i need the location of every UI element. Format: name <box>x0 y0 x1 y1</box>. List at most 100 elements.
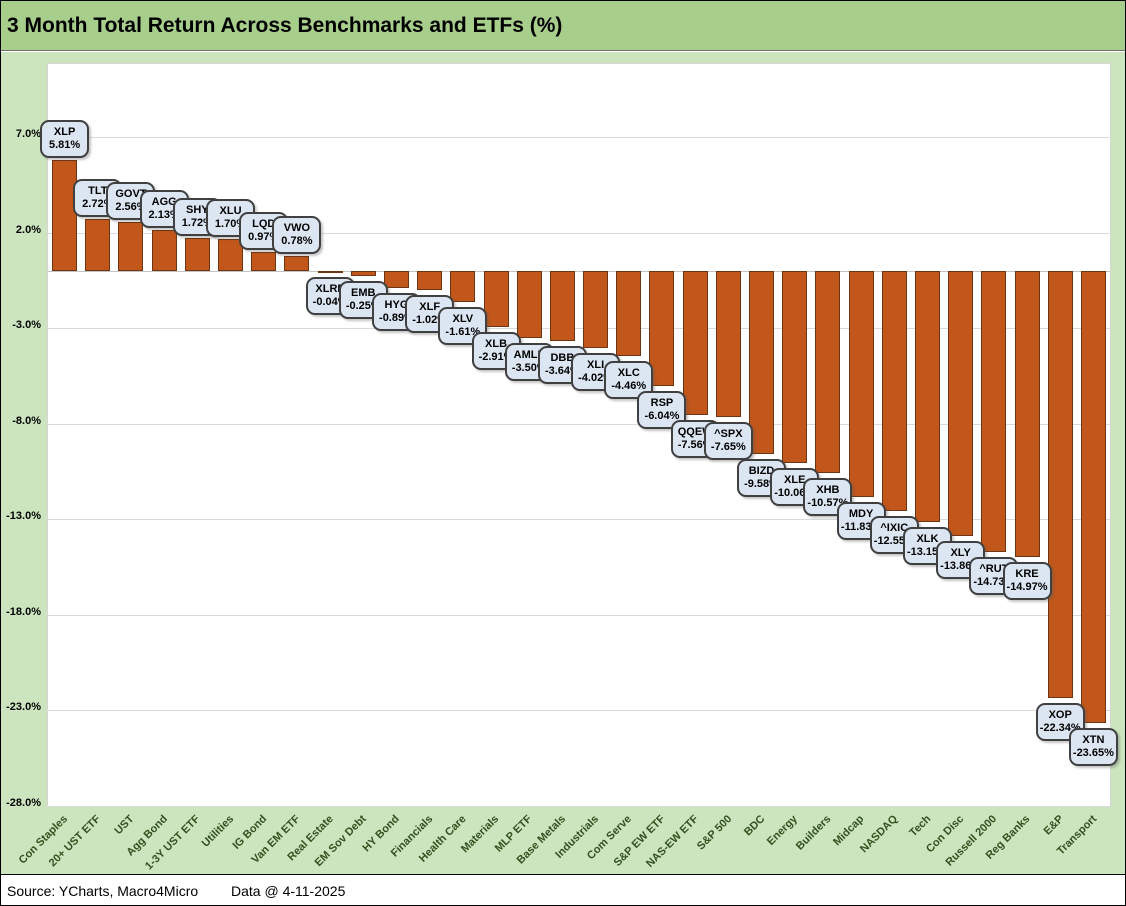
data-label-value: 1.72% <box>181 217 213 230</box>
data-label-ticker: AGG <box>151 196 177 209</box>
data-label-ticker: ^SPX <box>714 428 743 441</box>
source-text: Source: YCharts, Macro4Micro <box>7 883 199 899</box>
y-tick-label: -13.0% <box>6 510 41 523</box>
data-label-value: 1.70% <box>214 217 247 230</box>
data-label-ticker: ^RUT <box>979 563 1009 576</box>
gridline <box>48 614 1110 616</box>
bar <box>616 271 642 357</box>
data-label-value: -1.61% <box>445 325 481 338</box>
bar <box>815 271 841 473</box>
data-label-ticker: XLE <box>784 474 806 487</box>
bar <box>881 271 907 511</box>
data-label-ticker: DBB <box>550 351 575 364</box>
data-label-ticker: XLRE <box>315 282 345 295</box>
bar <box>549 271 575 341</box>
bar <box>450 271 476 302</box>
gridline <box>48 423 1110 425</box>
y-tick-label: -18.0% <box>6 605 41 618</box>
y-tick-label: 2.0% <box>15 223 41 236</box>
data-label: XLK -13.15% <box>902 527 952 566</box>
data-label-ticker: XOP <box>1048 708 1072 721</box>
bar <box>1047 271 1073 698</box>
bar <box>749 271 775 454</box>
data-label-ticker: RSP <box>650 397 674 410</box>
bar <box>284 256 310 271</box>
bar <box>682 271 708 416</box>
gridline <box>48 519 1110 521</box>
data-label-ticker: HYG <box>384 298 409 311</box>
bar <box>85 219 111 271</box>
data-label-ticker: XLV <box>452 312 474 325</box>
page-title: 3 Month Total Return Across Benchmarks a… <box>1 1 1125 51</box>
data-label-ticker: XLK <box>916 533 939 546</box>
data-label-ticker: TLT <box>88 185 108 198</box>
y-tick-label: -23.0% <box>6 701 41 714</box>
data-label: TLT 2.72% <box>73 179 123 218</box>
data-label-ticker: KRE <box>1015 567 1039 580</box>
data-label-ticker: AMLP <box>513 348 545 361</box>
data-label-value: 0.78% <box>281 235 313 248</box>
data-label-ticker: GOVT <box>115 188 147 201</box>
bar <box>151 230 177 271</box>
bar <box>649 271 675 387</box>
bar <box>583 271 609 348</box>
data-label: ^SPX -7.65% <box>703 422 753 461</box>
data-label-ticker: XLC <box>617 367 640 380</box>
data-label-ticker: EMB <box>351 286 376 299</box>
data-label-ticker: XLY <box>950 546 971 559</box>
data-label-ticker: XLB <box>485 337 508 350</box>
bar <box>848 271 874 497</box>
bar <box>981 271 1007 553</box>
data-date-text: Data @ 4-11-2025 <box>231 883 346 899</box>
data-label-ticker: VWO <box>283 222 311 235</box>
bar <box>184 238 210 271</box>
gridline <box>48 232 1110 234</box>
bar <box>782 271 808 464</box>
data-label: XLV -1.61% <box>438 306 488 345</box>
data-label-value: 0.97% <box>248 231 280 244</box>
data-label-value: -23.65% <box>1072 746 1114 759</box>
data-label-value: 2.72% <box>82 198 114 211</box>
data-label-value: 2.56% <box>115 201 147 214</box>
data-label: XLP 5.81% <box>40 120 90 159</box>
bar <box>948 271 974 536</box>
data-label-ticker: ^IXIC <box>880 521 909 534</box>
bar <box>1014 271 1040 557</box>
plot-area: XLP 5.81% TLT 2.72% GOVT 2.56% AGG 2.13% SHY 1.72… <box>40 63 1118 807</box>
data-label-value: 5.81% <box>48 139 81 152</box>
data-label-ticker: XLU <box>219 204 242 217</box>
zero-axis-line <box>48 271 1110 272</box>
data-label-ticker: BIZD <box>748 464 775 477</box>
bar <box>715 271 741 418</box>
data-label: KRE -14.97% <box>1002 561 1052 600</box>
data-label-ticker: LQD <box>252 218 276 231</box>
data-label-ticker: XLP <box>53 126 76 139</box>
bar <box>483 271 509 327</box>
gridline <box>48 710 1110 712</box>
bar <box>317 271 343 273</box>
bar <box>1080 271 1106 723</box>
bar <box>417 271 443 291</box>
data-label-ticker: XHB <box>816 483 840 496</box>
data-label-value: -7.65% <box>710 441 746 454</box>
bar <box>383 271 409 288</box>
data-label-value: -4.46% <box>611 380 647 393</box>
bar <box>914 271 940 523</box>
bar <box>218 238 244 271</box>
bar <box>251 252 277 271</box>
data-label-value: -14.97% <box>1006 580 1048 593</box>
data-label-ticker: XLF <box>419 301 441 314</box>
data-label-ticker: XLI <box>587 358 605 371</box>
data-label-ticker: SHY <box>186 204 209 217</box>
gridline <box>48 328 1110 330</box>
y-tick-label: 7.0% <box>15 128 41 141</box>
bar <box>516 271 542 338</box>
data-label-value: -6.04% <box>644 410 680 423</box>
data-label-ticker: XTN <box>1082 733 1105 746</box>
bar <box>118 222 144 271</box>
gridline <box>48 137 1110 139</box>
data-label-value: 2.13% <box>148 209 180 222</box>
y-tick-label: -28.0% <box>6 796 41 809</box>
data-label-ticker: MDY <box>848 507 874 520</box>
